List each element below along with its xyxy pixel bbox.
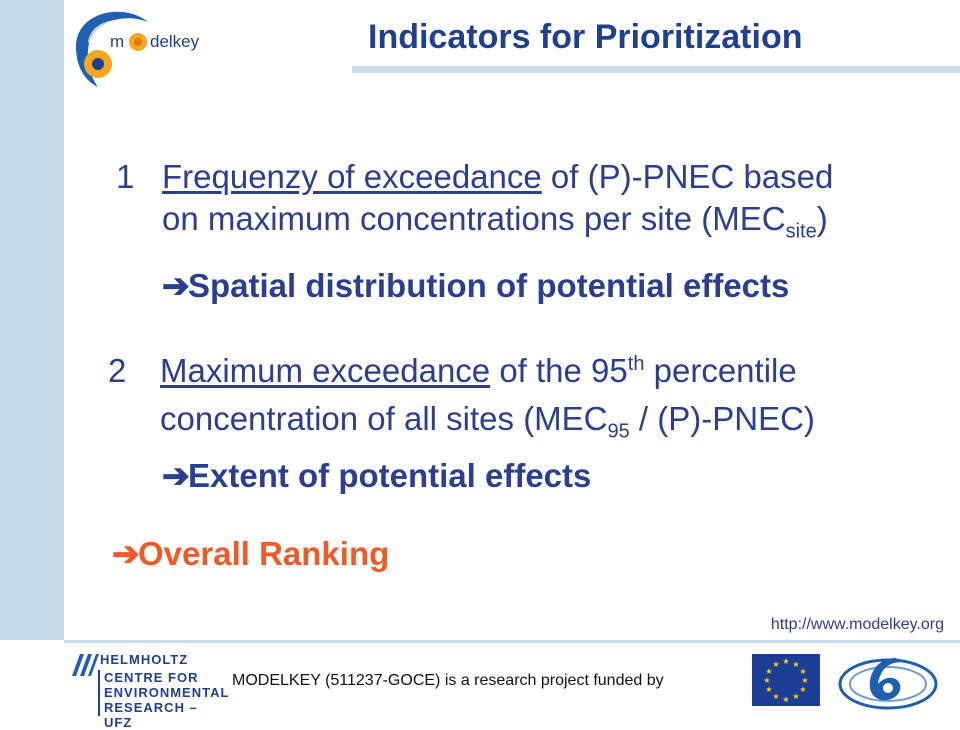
- page-title: Indicators for Prioritization: [368, 18, 803, 56]
- funding-statement: MODELKEY (511237-GOCE) is a research pro…: [232, 672, 664, 689]
- helmholtz-logo: HELMHOLTZ CENTRE FOR ENVIRONMENTAL RESEA…: [70, 646, 230, 730]
- svg-text:★: ★: [765, 667, 772, 676]
- item-2-rest-a: of the 95: [490, 352, 628, 389]
- item-1-line-2-text: on maximum concentrations per site (MEC: [162, 200, 786, 237]
- fp6-logo-icon: [836, 648, 940, 714]
- helmholtz-line-1: HELMHOLTZ: [100, 652, 189, 667]
- item-2-line-2: concentration of all sites (MEC95 / (P)-…: [160, 400, 815, 444]
- item-2-line-2-close: / (P)-PNEC): [629, 400, 815, 437]
- item-1-subscript: site: [785, 220, 817, 243]
- svg-text:★: ★: [792, 660, 799, 669]
- svg-text:★: ★: [772, 692, 779, 701]
- item-1-line-2: on maximum concentrations per site (MECs…: [162, 200, 828, 244]
- logo-text-m: m: [110, 32, 125, 51]
- right-arrow-icon: ➔: [162, 457, 190, 494]
- item-1-rest: of (P)-PNEC based: [541, 158, 834, 195]
- item-1-underlined: Frequenzy of exceedance: [162, 158, 542, 195]
- item-1-conclusion: ➔Spatial distribution of potential effec…: [162, 266, 789, 305]
- item-1-number: 1: [116, 158, 135, 195]
- svg-text:★: ★: [765, 685, 772, 694]
- overall-ranking: ➔Overall Ranking: [112, 534, 389, 573]
- item-2-rest-b: percentile: [644, 352, 797, 389]
- title-underline-bar: [352, 66, 960, 73]
- item-1-conclusion-text: Spatial distribution of potential effect…: [188, 267, 790, 304]
- svg-text:★: ★: [792, 692, 799, 701]
- footer-divider: [64, 640, 960, 643]
- svg-text:★: ★: [782, 657, 789, 666]
- item-1-line-1: Frequenzy of exceedance of (P)-PNEC base…: [162, 158, 833, 196]
- overall-ranking-text: Overall Ranking: [138, 535, 390, 572]
- logo-text-delkey: delkey: [150, 32, 200, 51]
- item-2-line-1: Maximum exceedance of the 95th percentil…: [160, 352, 797, 390]
- item-1-line-2-close: ): [816, 200, 828, 237]
- eu-flag-icon: ★ ★ ★ ★ ★ ★ ★ ★ ★ ★ ★ ★: [752, 654, 820, 706]
- website-link[interactable]: http://www.modelkey.org: [770, 616, 944, 633]
- helmholtz-line-3: ENVIRONMENTAL: [104, 685, 230, 700]
- item-2-number: 2: [108, 352, 127, 389]
- helmholtz-line-2: CENTRE FOR: [104, 670, 199, 685]
- item-2-line-2-text: concentration of all sites (MEC: [160, 400, 608, 437]
- right-arrow-icon: ➔: [162, 267, 190, 304]
- svg-text:★: ★: [801, 676, 808, 685]
- svg-text:★: ★: [763, 676, 770, 685]
- modelkey-logo: m delkey: [68, 2, 228, 94]
- svg-text:★: ★: [782, 695, 789, 704]
- item-2-subscript: 95: [607, 420, 630, 443]
- item-2-conclusion: ➔Extent of potential effects: [162, 456, 591, 495]
- svg-text:★: ★: [799, 685, 806, 694]
- right-arrow-icon: ➔: [112, 535, 140, 572]
- svg-text:★: ★: [799, 667, 806, 676]
- item-2-conclusion-text: Extent of potential effects: [188, 457, 592, 494]
- item-2-underlined: Maximum exceedance: [160, 352, 491, 389]
- helmholtz-line-4: RESEARCH – UFZ: [104, 700, 198, 730]
- svg-text:★: ★: [772, 660, 779, 669]
- item-2-superscript: th: [627, 353, 645, 375]
- helmholtz-divider: [98, 670, 100, 716]
- left-sidebar-band: [0, 0, 64, 640]
